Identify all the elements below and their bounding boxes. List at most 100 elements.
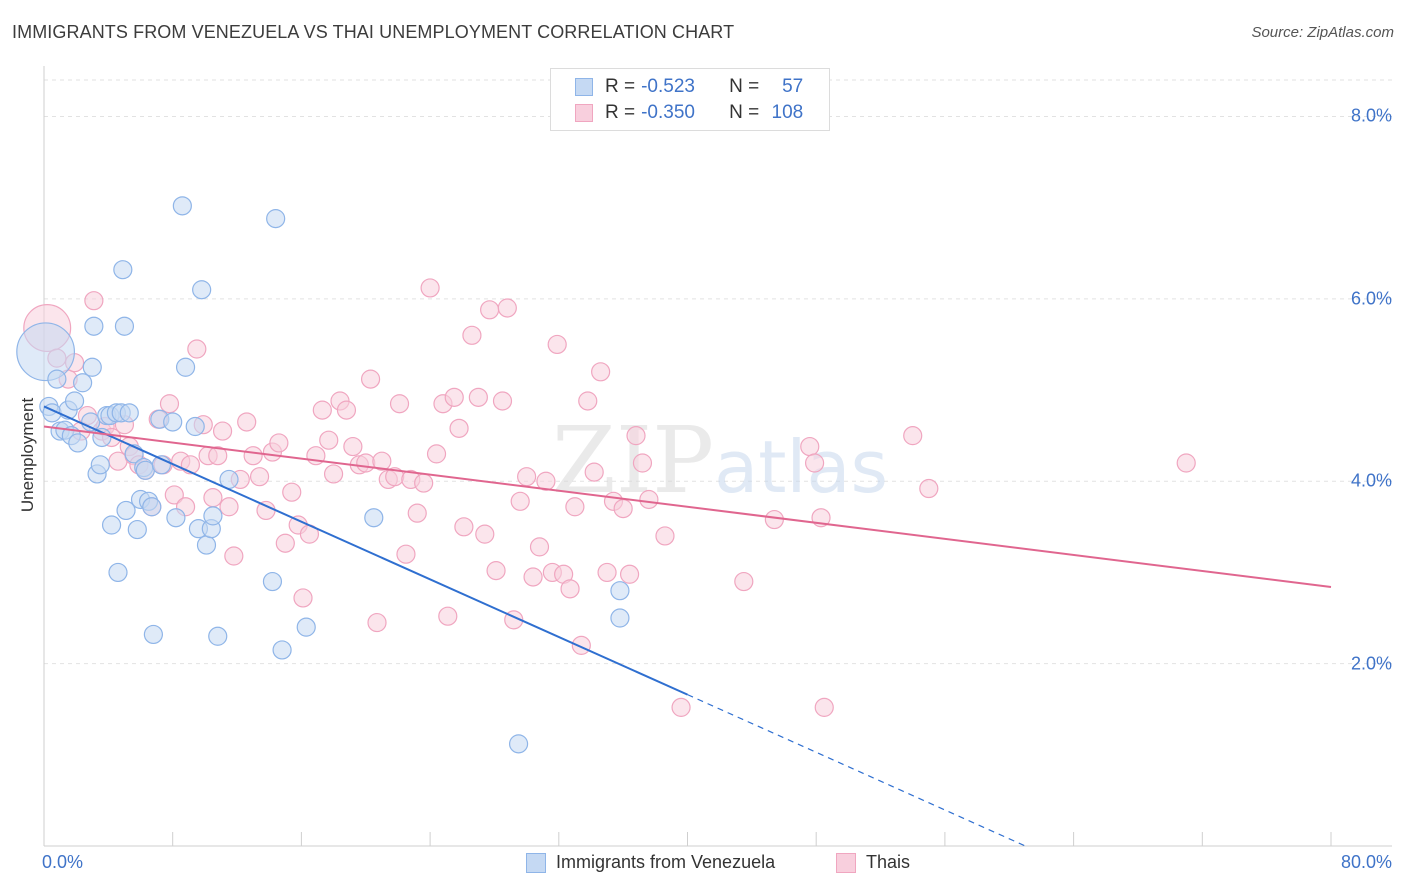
thais-point-109 [1176, 453, 1196, 473]
thais-point-104 [804, 453, 825, 473]
thais-point-82 [536, 471, 556, 491]
thais-point-89 [578, 391, 598, 411]
thais-point-98 [639, 489, 659, 510]
thais-point-33 [237, 412, 257, 432]
venezuela-point-55 [610, 608, 630, 628]
thais-point-91 [591, 362, 611, 382]
thais-point-53 [360, 369, 381, 389]
venezuela-point-22 [108, 562, 128, 583]
thais-point-52 [356, 453, 376, 473]
venezuela-point-8 [64, 391, 85, 411]
thais-point-66 [438, 606, 458, 626]
thais-point-88 [571, 635, 591, 655]
bottom-legend-thais: Thais [836, 852, 910, 873]
thais-point-27 [203, 488, 223, 508]
venezuela-point-19 [101, 515, 122, 535]
thais-point-101 [734, 571, 754, 592]
venezuela-point-37 [163, 412, 183, 432]
thais-point-38 [269, 433, 289, 453]
thais-point-6 [84, 291, 104, 311]
thais-point-97 [632, 453, 653, 473]
thais-point-80 [523, 567, 543, 587]
thais-point-76 [497, 298, 517, 318]
legend-n-value: 57 [782, 76, 804, 97]
thais-point-87 [565, 497, 585, 517]
x-tick-max: 80.0% [1340, 852, 1392, 872]
thais-point-19 [159, 394, 180, 414]
y-axis-label: Unemployment [18, 397, 37, 513]
x-tick-min: 0.0% [42, 852, 84, 872]
thais-point-70 [462, 325, 482, 345]
venezuela-point-0 [16, 322, 76, 382]
legend-r-label: R = [605, 76, 636, 97]
venezuela-point-15 [90, 455, 110, 475]
venezuela-points [16, 196, 630, 754]
legend-row-venezuela: R = -0.523 N = 57 [575, 74, 803, 100]
gridlines [44, 79, 1392, 665]
thais-point-55 [372, 451, 392, 471]
thais-point-31 [224, 546, 244, 566]
venezuela-point-39 [172, 196, 192, 216]
thais-legend-swatch [836, 852, 856, 873]
thais-point-73 [480, 300, 500, 320]
venezuela-point-40 [175, 357, 196, 377]
venezuela-legend-label: Immigrants from Venezuela [556, 852, 776, 872]
thais-point-49 [336, 400, 357, 420]
thais-point-107 [903, 426, 923, 446]
thais-trend-line [43, 425, 1332, 589]
y-tick-label: 6.0% [1350, 288, 1392, 309]
chart-title: IMMIGRANTS FROM VENEZUELA VS THAI UNEMPL… [12, 22, 735, 42]
venezuela-point-52 [296, 617, 316, 637]
thais-point-39 [275, 533, 295, 553]
thais-point-69 [454, 517, 474, 537]
venezuela-point-46 [203, 506, 223, 526]
venezuela-point-28 [127, 519, 147, 540]
thais-point-72 [475, 524, 495, 544]
venezuela-point-44 [196, 535, 217, 555]
thais-point-47 [323, 464, 344, 484]
thais-point-106 [814, 697, 834, 717]
venezuela-point-33 [142, 497, 162, 517]
thais-point-20 [164, 485, 184, 505]
thais-point-54 [367, 612, 387, 633]
thais-point-29 [212, 421, 233, 441]
chart-source: Source: ZipAtlas.com [1251, 24, 1394, 41]
thais-point-108 [919, 478, 939, 499]
thais-point-64 [426, 444, 447, 464]
thais-point-81 [529, 537, 550, 557]
venezuela-point-10 [73, 373, 93, 393]
thais-point-46 [319, 430, 339, 450]
thais-point-86 [560, 579, 580, 599]
thais-point-99 [655, 526, 675, 546]
thais-point-71 [468, 387, 488, 407]
thais-swatch [575, 104, 593, 122]
thais-point-62 [414, 473, 434, 493]
thais-point-45 [312, 400, 332, 420]
venezuela-point-54 [610, 581, 630, 601]
thais-point-79 [517, 467, 537, 487]
venezuela-point-41 [185, 416, 205, 437]
thais-point-40 [282, 482, 302, 502]
venezuela-legend-swatch [526, 852, 546, 873]
watermark: ZIPatlas [552, 407, 888, 514]
thais-point-35 [249, 467, 270, 487]
thais-point-58 [389, 394, 410, 414]
y-tick-label: 8.0% [1350, 105, 1392, 126]
thais-point-30 [219, 497, 239, 517]
legend-n-value: 108 [771, 102, 804, 123]
venezuela-point-51 [272, 640, 292, 660]
venezuela-point-49 [262, 571, 283, 592]
venezuela-point-23 [113, 260, 133, 280]
thais-legend-label: Thais [866, 852, 911, 872]
thais-point-50 [343, 436, 363, 457]
thais-point-84 [547, 334, 567, 355]
venezuela-point-25 [116, 500, 136, 521]
venezuela-point-26 [119, 403, 139, 423]
axes [43, 66, 1392, 847]
venezuela-point-12 [82, 357, 102, 377]
legend-r-value: -0.523 [641, 76, 695, 97]
legend-row-thais: R = -0.350 N = 108 [575, 100, 803, 126]
thais-point-78 [510, 491, 530, 511]
thais-point-103 [800, 436, 820, 457]
